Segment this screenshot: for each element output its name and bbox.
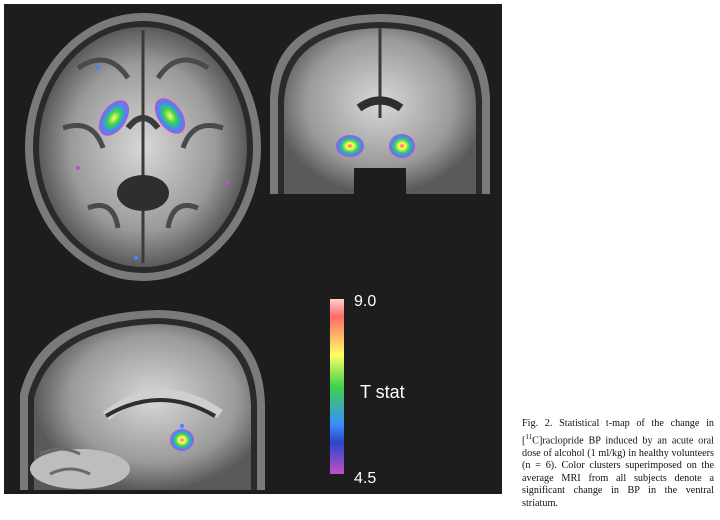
figure-caption: Fig. 2. Statistical t-map of the change … <box>522 418 714 511</box>
colorbar-min-label: 4.5 <box>354 470 377 487</box>
coronal-brain-slice <box>264 8 496 194</box>
colorbar-max-label: 9.0 <box>354 293 377 310</box>
axial-brain-slice <box>18 8 268 286</box>
caption-text-part1: Statistical t-map of the change in [ <box>522 418 714 446</box>
isotope-superscript: 11 <box>525 432 533 441</box>
figure-label: Fig. 2. <box>522 418 553 429</box>
figure-panel: 9.0 4.5 T stat <box>4 4 502 494</box>
t-stat-colorbar <box>330 299 344 474</box>
sagittal-brain-slice <box>10 304 268 490</box>
colorbar-title: T stat <box>360 382 405 402</box>
caption-text-part2: C]raclopride BP induced by an acute oral… <box>522 434 714 509</box>
